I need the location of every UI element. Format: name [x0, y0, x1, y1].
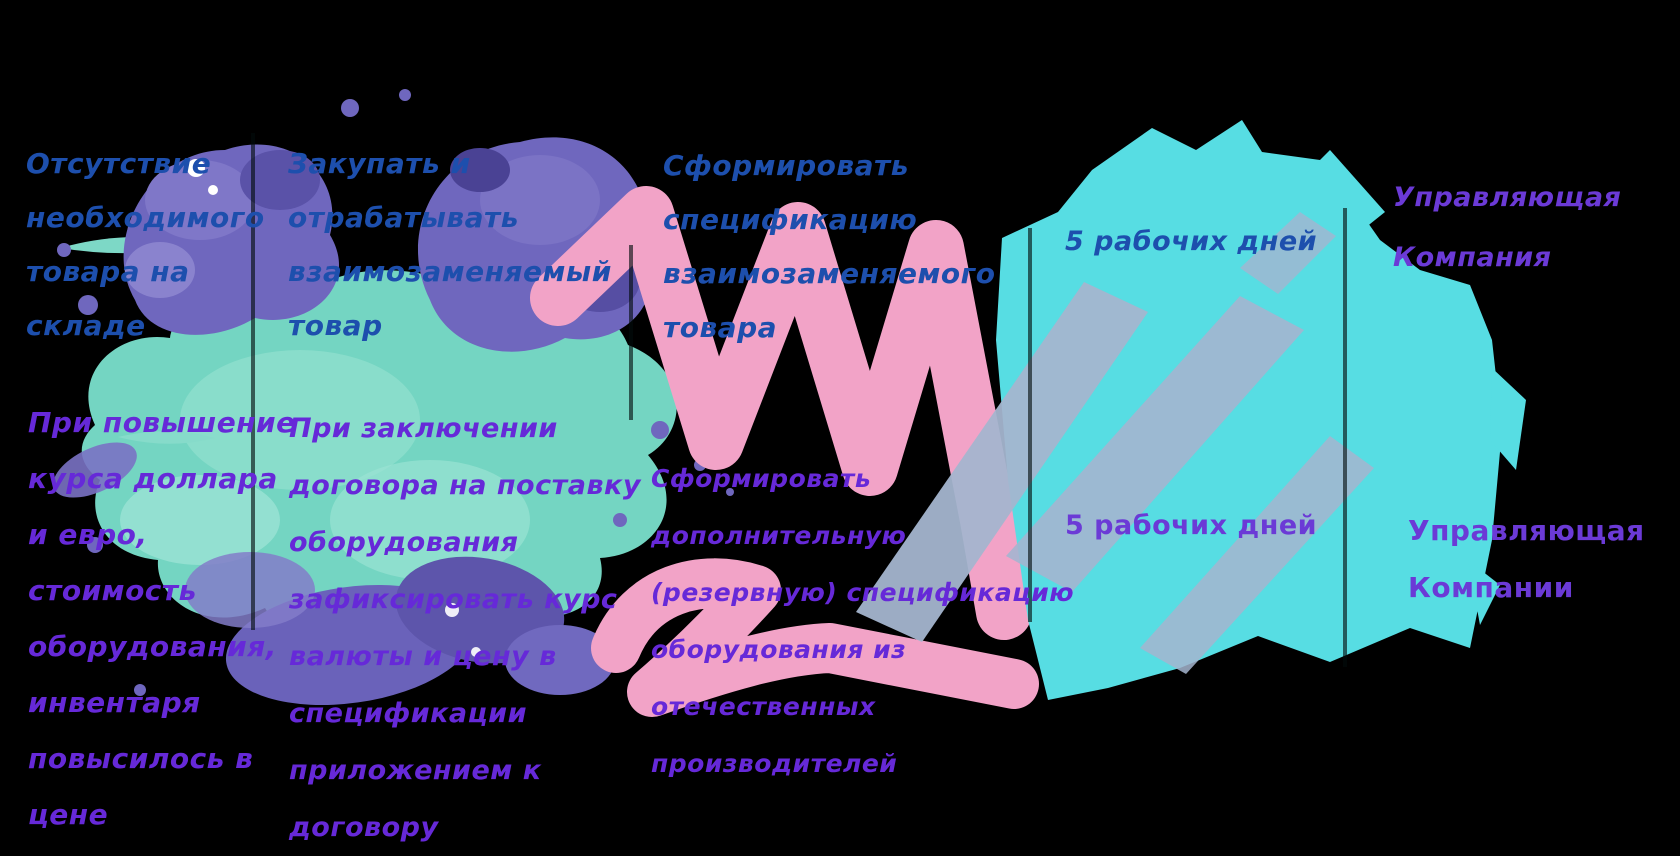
column-divider-2	[629, 245, 633, 420]
cell-action-2: Сформировать дополнительную (резервную) …	[651, 464, 1075, 778]
watercolor-purple-accent	[450, 148, 510, 192]
slate-streak	[1140, 436, 1374, 674]
watercolor-purple-lobe	[505, 625, 615, 695]
column-divider-3	[1028, 228, 1032, 622]
cell-solution-2: При заключении договора на поставку обор…	[289, 413, 641, 843]
slate-streak	[1006, 296, 1304, 592]
cell-responsible-2: Управляющая Компании	[1408, 514, 1645, 604]
watercolor-purple-accent	[125, 242, 195, 298]
cell-action-1: Сформировать спецификацию взаимозаменяем…	[663, 149, 996, 344]
watercolor-teal-light	[330, 460, 530, 580]
white-specks	[187, 159, 481, 657]
watercolor-splatter-dots	[57, 89, 734, 696]
watercolor-purple-lobe	[185, 552, 315, 628]
column-divider-4	[1343, 208, 1347, 667]
column-divider-1	[251, 133, 255, 630]
cell-term-2: 5 рабочих дней	[1065, 510, 1318, 541]
watercolor-purple-accent	[240, 150, 320, 210]
cell-risk-2: При повышение курса доллара и евро, стои…	[28, 406, 296, 831]
watercolor-teal-light	[180, 350, 420, 490]
slate-streak	[1240, 212, 1336, 294]
watercolor-purple-accent	[480, 155, 600, 245]
cyan-smear-fleck	[1305, 150, 1385, 232]
cyan-smear-main	[996, 120, 1502, 700]
cell-risk-1: Отсутствие необходимого товара на складе	[26, 147, 265, 342]
cell-term-1: 5 рабочих дней	[1065, 226, 1318, 257]
pink-scribble-loop	[591, 558, 1039, 717]
cyan-smear-fleck	[1468, 560, 1500, 625]
cell-responsible-1: Управляющая Компания	[1393, 182, 1622, 273]
watercolor-purple-accent	[145, 160, 255, 240]
slate-streak	[856, 282, 1148, 642]
cyan-smear-fleck	[1490, 368, 1526, 470]
watercolor-purple-arm	[53, 442, 137, 498]
cell-solution-1: Закупать и отрабатывать взаимозаменяемый…	[288, 147, 612, 342]
watercolor-splash	[53, 89, 734, 706]
watercolor-teal-streak	[118, 431, 215, 444]
cyan-smear	[856, 120, 1526, 700]
slate-streaks	[856, 212, 1374, 674]
watercolor-teal-light	[120, 475, 280, 565]
